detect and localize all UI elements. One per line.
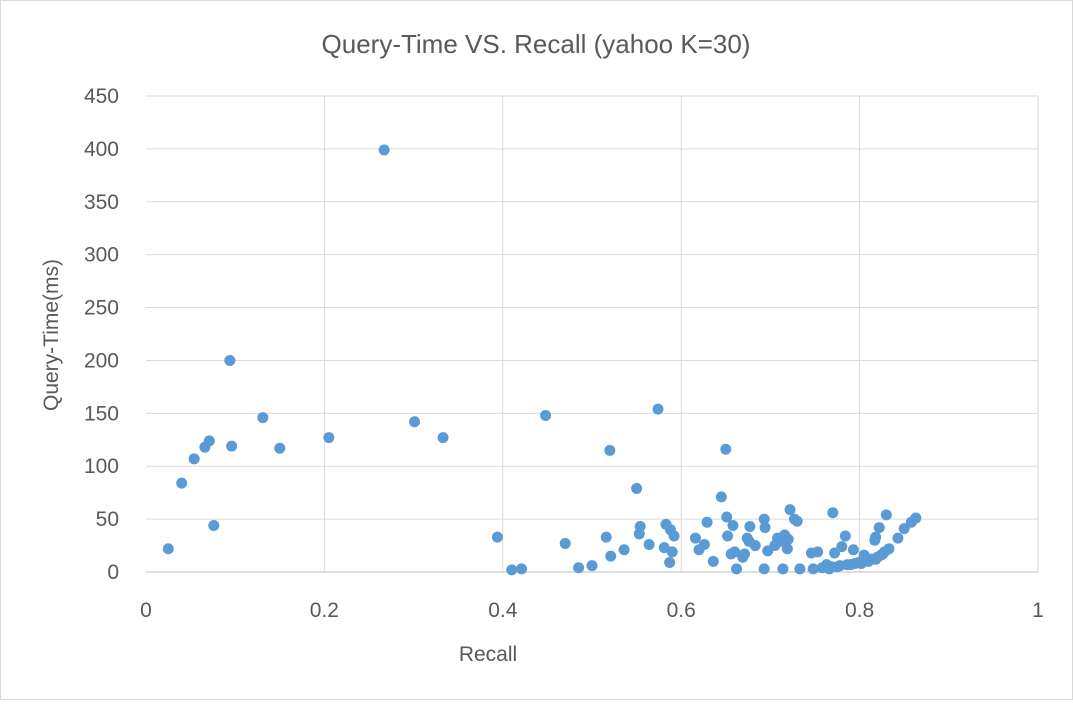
chart-title: Query-Time VS. Recall (yahoo K=30)	[322, 29, 751, 59]
data-point	[618, 544, 630, 556]
data-point	[827, 507, 839, 519]
x-tick-label: 0.6	[667, 599, 696, 622]
data-point	[701, 516, 713, 528]
data-point	[739, 548, 751, 560]
data-point	[634, 521, 646, 533]
data-point	[870, 531, 882, 543]
data-point	[758, 513, 770, 525]
y-tick-label: 100	[84, 455, 119, 478]
data-point	[729, 546, 741, 558]
data-point	[668, 530, 680, 542]
y-tick-label: 150	[84, 402, 119, 425]
data-point	[892, 532, 904, 544]
data-point	[652, 403, 664, 415]
y-tick-label: 50	[96, 508, 119, 531]
data-point	[807, 563, 819, 575]
data-point	[631, 482, 643, 494]
data-point	[721, 511, 733, 523]
data-point	[722, 530, 734, 542]
data-point	[643, 538, 655, 550]
x-tick-label: 0.8	[845, 599, 874, 622]
data-point	[666, 546, 678, 558]
data-point	[715, 491, 727, 503]
data-point	[784, 504, 796, 516]
data-point	[758, 563, 770, 575]
data-point	[836, 541, 848, 553]
y-axis-title: Query-Time(ms)	[40, 259, 63, 411]
data-point	[847, 544, 859, 556]
x-tick-label: 1	[1032, 599, 1044, 622]
data-point	[720, 443, 732, 455]
data-point	[573, 562, 585, 574]
data-point	[883, 543, 895, 555]
data-point	[910, 512, 922, 524]
data-point	[794, 563, 806, 575]
data-point	[664, 556, 676, 568]
data-points	[162, 144, 922, 576]
data-point	[781, 543, 793, 555]
data-point	[791, 515, 803, 527]
tick-labels: 0 50 100 150 200 250 300 350 400 450 0 0.2 0.4 0.6 0.8…	[84, 85, 1044, 622]
data-point	[898, 523, 910, 535]
data-point	[689, 532, 701, 544]
y-tick-label: 0	[107, 561, 119, 584]
data-point	[880, 509, 892, 521]
data-point	[839, 530, 851, 542]
data-point	[516, 563, 528, 575]
data-point	[188, 453, 200, 465]
data-point	[782, 533, 794, 545]
data-point	[586, 560, 598, 572]
data-point	[491, 531, 503, 543]
data-point	[323, 432, 335, 444]
data-point	[604, 444, 616, 456]
data-point	[777, 563, 789, 575]
x-tick-label: 0	[140, 599, 152, 622]
data-point	[506, 564, 518, 576]
data-point	[727, 519, 739, 531]
data-point	[208, 519, 220, 531]
data-point	[698, 538, 710, 550]
x-tick-label: 0.4	[488, 599, 518, 622]
data-point	[605, 550, 617, 562]
data-point	[873, 522, 885, 534]
data-point	[744, 521, 756, 533]
data-point	[829, 547, 841, 559]
data-point	[162, 543, 174, 555]
data-point	[437, 432, 449, 444]
data-point	[540, 409, 552, 421]
y-tick-label: 350	[84, 191, 119, 214]
data-point	[749, 540, 761, 552]
y-tick-label: 200	[84, 349, 119, 372]
x-axis-title: Recall	[459, 643, 517, 666]
data-point	[274, 442, 286, 454]
data-point	[559, 537, 571, 549]
data-point	[707, 555, 719, 567]
data-point	[203, 435, 215, 447]
data-point	[378, 144, 390, 156]
y-tick-label: 250	[84, 297, 119, 320]
data-point	[600, 531, 612, 543]
y-tick-label: 400	[84, 138, 119, 161]
y-tick-label: 450	[84, 85, 119, 108]
y-tick-label: 300	[84, 244, 119, 267]
data-point	[257, 412, 269, 424]
data-point	[731, 563, 743, 575]
data-point	[812, 546, 824, 558]
data-point	[759, 522, 771, 534]
data-point	[226, 440, 238, 452]
x-tick-label: 0.2	[310, 599, 339, 622]
data-point	[224, 354, 236, 366]
data-point	[408, 416, 420, 428]
data-point	[176, 477, 188, 489]
gridlines	[146, 95, 1039, 573]
